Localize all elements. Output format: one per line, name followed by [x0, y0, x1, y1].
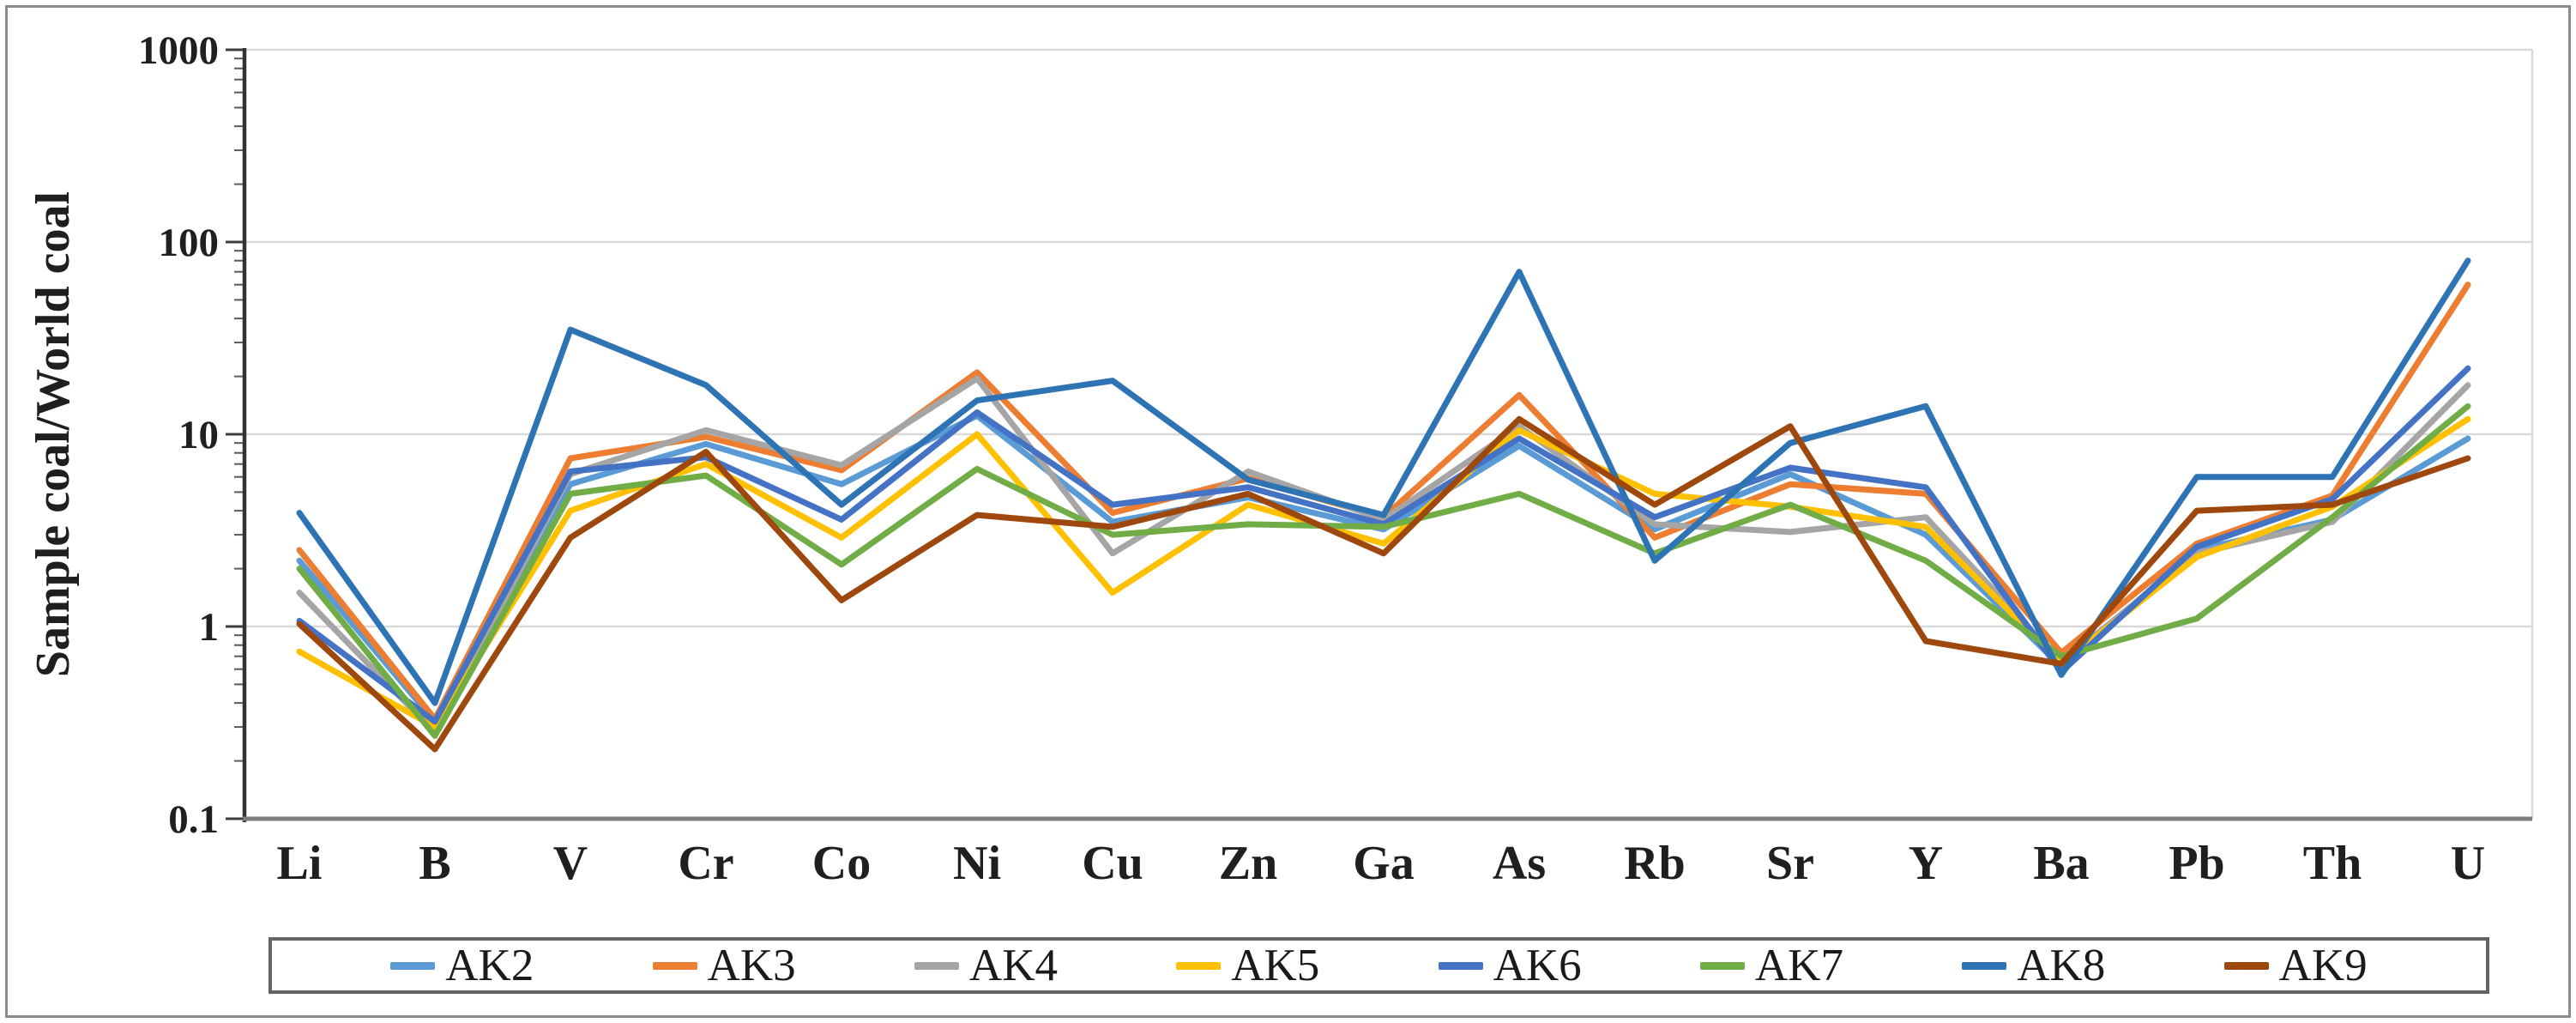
legend-item-AK7: AK7: [1699, 940, 1843, 990]
legend: AK2 AK3 AK4 AK5 AK6 AK7 AK8 AK9: [268, 937, 2489, 994]
x-axis-label-Cr: Cr: [678, 837, 733, 890]
legend-item-AK8: AK8: [1962, 940, 2106, 990]
legend-label-AK2: AK2: [445, 940, 534, 990]
x-axis-label-Ba: Ba: [2033, 837, 2089, 890]
legend-item-AK6: AK6: [1438, 940, 1582, 990]
x-axis-label-Li: Li: [277, 837, 323, 890]
series-line-AK9: [296, 415, 2471, 753]
legend-item-AK5: AK5: [1176, 940, 1320, 990]
y-tick-label-0.1: 0.1: [168, 797, 219, 842]
x-axis-label-Zn: Zn: [1219, 837, 1278, 890]
legend-label-AK6: AK6: [1493, 940, 1582, 990]
y-tick-label-1: 1: [199, 605, 220, 650]
legend-item-AK3: AK3: [652, 940, 796, 990]
legend-swatch-AK9: [2223, 961, 2269, 970]
x-axis-label-Pb: Pb: [2169, 837, 2224, 890]
x-axis-label-U: U: [2451, 837, 2485, 890]
legend-label-AK7: AK7: [1754, 940, 1843, 990]
legend-item-AK2: AK2: [390, 940, 534, 990]
y-tick-label-1000: 1000: [138, 28, 219, 73]
y-tick-label-100: 100: [159, 221, 220, 265]
legend-label-AK3: AK3: [707, 940, 796, 990]
legend-item-AK4: AK4: [914, 940, 1058, 990]
legend-swatch-AK4: [914, 961, 959, 970]
x-axis-label-As: As: [1493, 837, 1546, 890]
y-tick-label-10: 10: [178, 413, 219, 457]
x-axis-label-Y: Y: [1909, 837, 1943, 890]
legend-swatch-AK5: [1176, 961, 1222, 970]
x-axis-label-Sr: Sr: [1766, 837, 1814, 890]
legend-label-AK8: AK8: [2017, 940, 2106, 990]
legend-swatch-AK7: [1699, 961, 1745, 970]
x-axis-label-Rb: Rb: [1624, 837, 1686, 890]
legend-item-AK9: AK9: [2223, 940, 2368, 990]
x-axis-label-B: B: [419, 837, 450, 890]
x-axis-label-Cu: Cu: [1082, 837, 1143, 890]
x-axis-label-V: V: [553, 837, 588, 890]
x-axis-label-Co: Co: [812, 837, 871, 890]
x-axis-label-Ni: Ni: [953, 837, 1001, 890]
x-axis-label-Ga: Ga: [1353, 837, 1415, 890]
legend-swatch-AK8: [1962, 961, 2007, 970]
legend-label-AK4: AK4: [968, 940, 1058, 990]
legend-label-AK5: AK5: [1231, 940, 1320, 990]
legend-swatch-AK2: [390, 961, 436, 970]
legend-swatch-AK6: [1438, 961, 1483, 970]
legend-label-AK9: AK9: [2278, 940, 2368, 990]
y-axis-title: Sample coal/World coal: [27, 191, 80, 677]
x-axis-label-Th: Th: [2303, 837, 2362, 890]
legend-swatch-AK3: [652, 961, 697, 970]
